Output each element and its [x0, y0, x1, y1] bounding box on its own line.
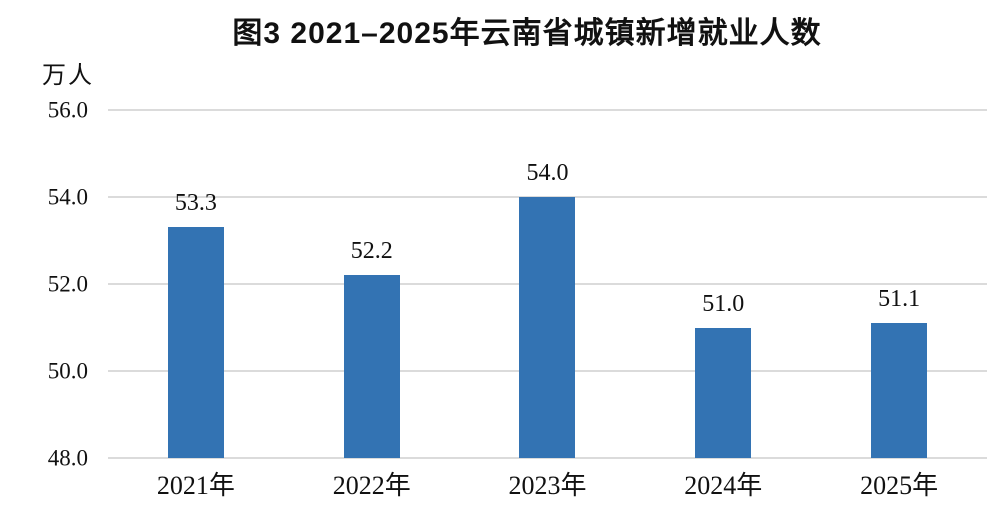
bar	[167, 227, 224, 458]
x-tick-label: 2024年	[684, 471, 763, 500]
bar-series: 53.3 52.2 54.0 51.0 51.1	[108, 110, 987, 458]
y-axis-unit-label: 万人	[42, 63, 94, 89]
bar	[519, 197, 576, 458]
y-tick-label: 56.0	[47, 97, 88, 123]
y-tick-label: 54.0	[47, 184, 88, 210]
x-tick-label: 2023年	[508, 471, 587, 500]
bar-value-label: 51.0	[702, 290, 745, 317]
x-tick-label: 2021年	[156, 471, 235, 500]
y-axis-tick-labels: 56.0 54.0 52.0 50.0 48.0	[0, 99, 88, 470]
bar-group: 52.2	[284, 110, 460, 458]
bar	[695, 327, 752, 458]
bar-value-label: 54.0	[526, 160, 569, 186]
bar-group: 53.3	[108, 110, 284, 458]
plot-area: 53.3 52.2 54.0 51.0 51.1	[108, 109, 987, 459]
bar	[343, 275, 400, 458]
bar-group: 51.1	[811, 110, 987, 458]
y-tick-label: 50.0	[47, 358, 88, 384]
y-tick-label: 52.0	[47, 271, 88, 297]
gridline	[108, 457, 987, 459]
bar-value-label: 52.2	[350, 238, 393, 265]
x-tick-label: 2022年	[332, 471, 411, 500]
gridline	[108, 109, 987, 111]
bar-group: 51.0	[635, 110, 811, 458]
bar-group: 54.0	[460, 110, 636, 458]
chart-title: 图3 2021–2025年云南省城镇新增就业人数	[232, 17, 822, 50]
bar-value-label: 51.1	[878, 286, 921, 313]
x-axis-tick-labels: 2021年 2022年 2023年 2024年 2025年	[108, 471, 987, 501]
bar	[871, 323, 928, 458]
bar-value-label: 53.3	[174, 190, 217, 217]
y-tick-label: 48.0	[47, 445, 88, 471]
x-tick-label: 2025年	[860, 471, 939, 500]
